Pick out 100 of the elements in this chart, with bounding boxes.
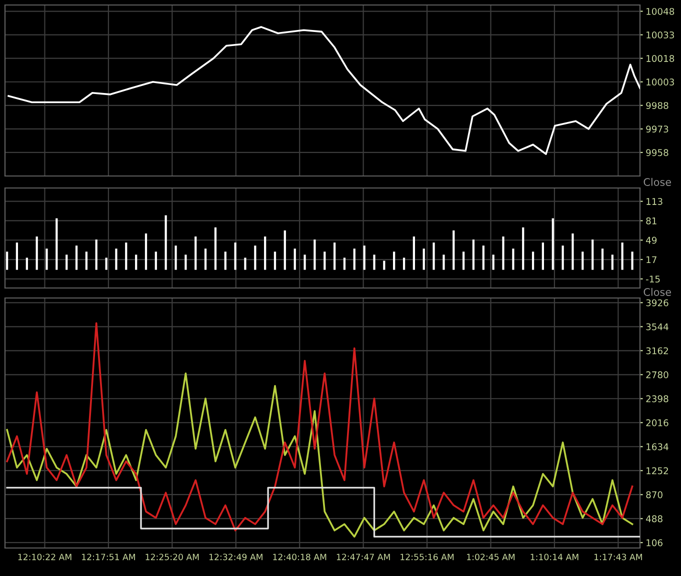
bar — [472, 240, 475, 270]
bar — [383, 260, 386, 270]
bar — [502, 236, 504, 270]
x-tick-label: 12:32:49 AM — [209, 554, 262, 560]
y-tick-label: 49 — [646, 236, 657, 244]
y-tick-label: 113 — [646, 198, 662, 205]
bar — [314, 240, 316, 270]
bar — [631, 252, 634, 270]
bar — [184, 254, 187, 270]
bar — [115, 248, 118, 270]
y-tick-label: 2016 — [646, 419, 668, 426]
bar — [422, 248, 425, 270]
bar — [56, 218, 58, 270]
y-tick-label: 10033 — [646, 31, 674, 38]
bar — [482, 246, 484, 270]
bar — [224, 252, 226, 270]
bar — [432, 242, 435, 270]
x-tick-label: 1:10:14 AM — [530, 554, 578, 560]
bar — [492, 254, 494, 270]
bar — [363, 246, 366, 270]
bar — [6, 252, 8, 270]
bar — [164, 215, 167, 270]
bar — [274, 252, 276, 270]
bar — [284, 230, 286, 270]
line-series — [6, 372, 634, 538]
bar — [16, 242, 18, 270]
bar — [611, 254, 614, 270]
bar — [194, 236, 197, 270]
x-tick-label: 12:55:16 AM — [400, 554, 454, 560]
bar — [125, 242, 128, 270]
bar — [601, 248, 604, 270]
bar — [26, 258, 28, 270]
bar — [442, 254, 445, 270]
bar — [542, 242, 544, 270]
bar — [334, 242, 336, 270]
y-tick-label: 10003 — [646, 78, 674, 86]
x-tick-label: 1:02:45 AM — [467, 554, 515, 560]
bar — [402, 258, 406, 270]
bar — [174, 246, 177, 270]
bar — [254, 246, 256, 270]
bar — [412, 236, 415, 270]
text: Close — [644, 288, 671, 296]
bar — [46, 248, 48, 270]
line-series — [8, 26, 640, 155]
y-tick-label: 870 — [646, 491, 662, 498]
bar — [294, 248, 296, 270]
bar — [204, 248, 207, 270]
bar — [393, 252, 396, 270]
x-tick-label: 12:25:20 AM — [146, 554, 199, 560]
y-tick-label: 9958 — [646, 149, 668, 156]
bar — [343, 258, 346, 270]
bar — [135, 254, 138, 270]
y-tick-label: 10048 — [646, 8, 674, 15]
bar — [353, 248, 356, 270]
y-tick-label: 3162 — [646, 347, 668, 354]
y-tick-label: 1252 — [646, 467, 668, 474]
y-tick-label: -15 — [646, 276, 660, 283]
bar — [75, 246, 78, 270]
bar — [244, 258, 246, 270]
y-tick-label: 1634 — [646, 443, 668, 450]
bar — [592, 240, 594, 270]
bar — [572, 233, 574, 270]
bar — [621, 242, 624, 270]
y-tick-label: 9988 — [646, 102, 668, 110]
bar — [552, 218, 554, 270]
text: Close — [644, 178, 671, 186]
bar — [532, 252, 534, 270]
y-tick-label: 81 — [646, 217, 656, 224]
bar — [452, 230, 455, 270]
bar — [95, 240, 98, 270]
x-tick-label: 1:17:43 AM — [594, 554, 642, 560]
x-tick-label: 12:47:47 AM — [336, 554, 390, 560]
bar — [522, 227, 524, 270]
x-tick-label: 12:10:22 AM — [18, 554, 72, 560]
y-tick-label: 9973 — [646, 126, 668, 133]
y-tick-label: 106 — [646, 539, 662, 546]
x-tick-label: 12:17:51 AM — [82, 554, 135, 560]
bar — [264, 236, 266, 270]
bar — [562, 246, 564, 270]
y-tick-label: 3926 — [646, 299, 668, 306]
bar — [144, 233, 148, 270]
y-tick-label: 488 — [646, 515, 662, 522]
bar — [462, 252, 465, 270]
bar — [214, 227, 217, 270]
bar — [373, 254, 376, 270]
bar — [66, 254, 68, 270]
y-tick-label: 17 — [646, 256, 656, 263]
x-tick-label: 12:40:18 AM — [273, 554, 326, 560]
bar — [36, 236, 38, 270]
bar — [105, 258, 108, 270]
y-tick-label: 2398 — [646, 395, 668, 402]
bar — [324, 252, 326, 270]
bar — [154, 252, 157, 270]
y-tick-label: 10018 — [646, 55, 674, 62]
y-tick-label: 2780 — [646, 371, 668, 378]
bar — [234, 242, 236, 270]
bar — [304, 254, 306, 270]
bar — [512, 248, 514, 270]
y-tick-label: 3544 — [646, 323, 668, 330]
bar — [85, 252, 88, 270]
